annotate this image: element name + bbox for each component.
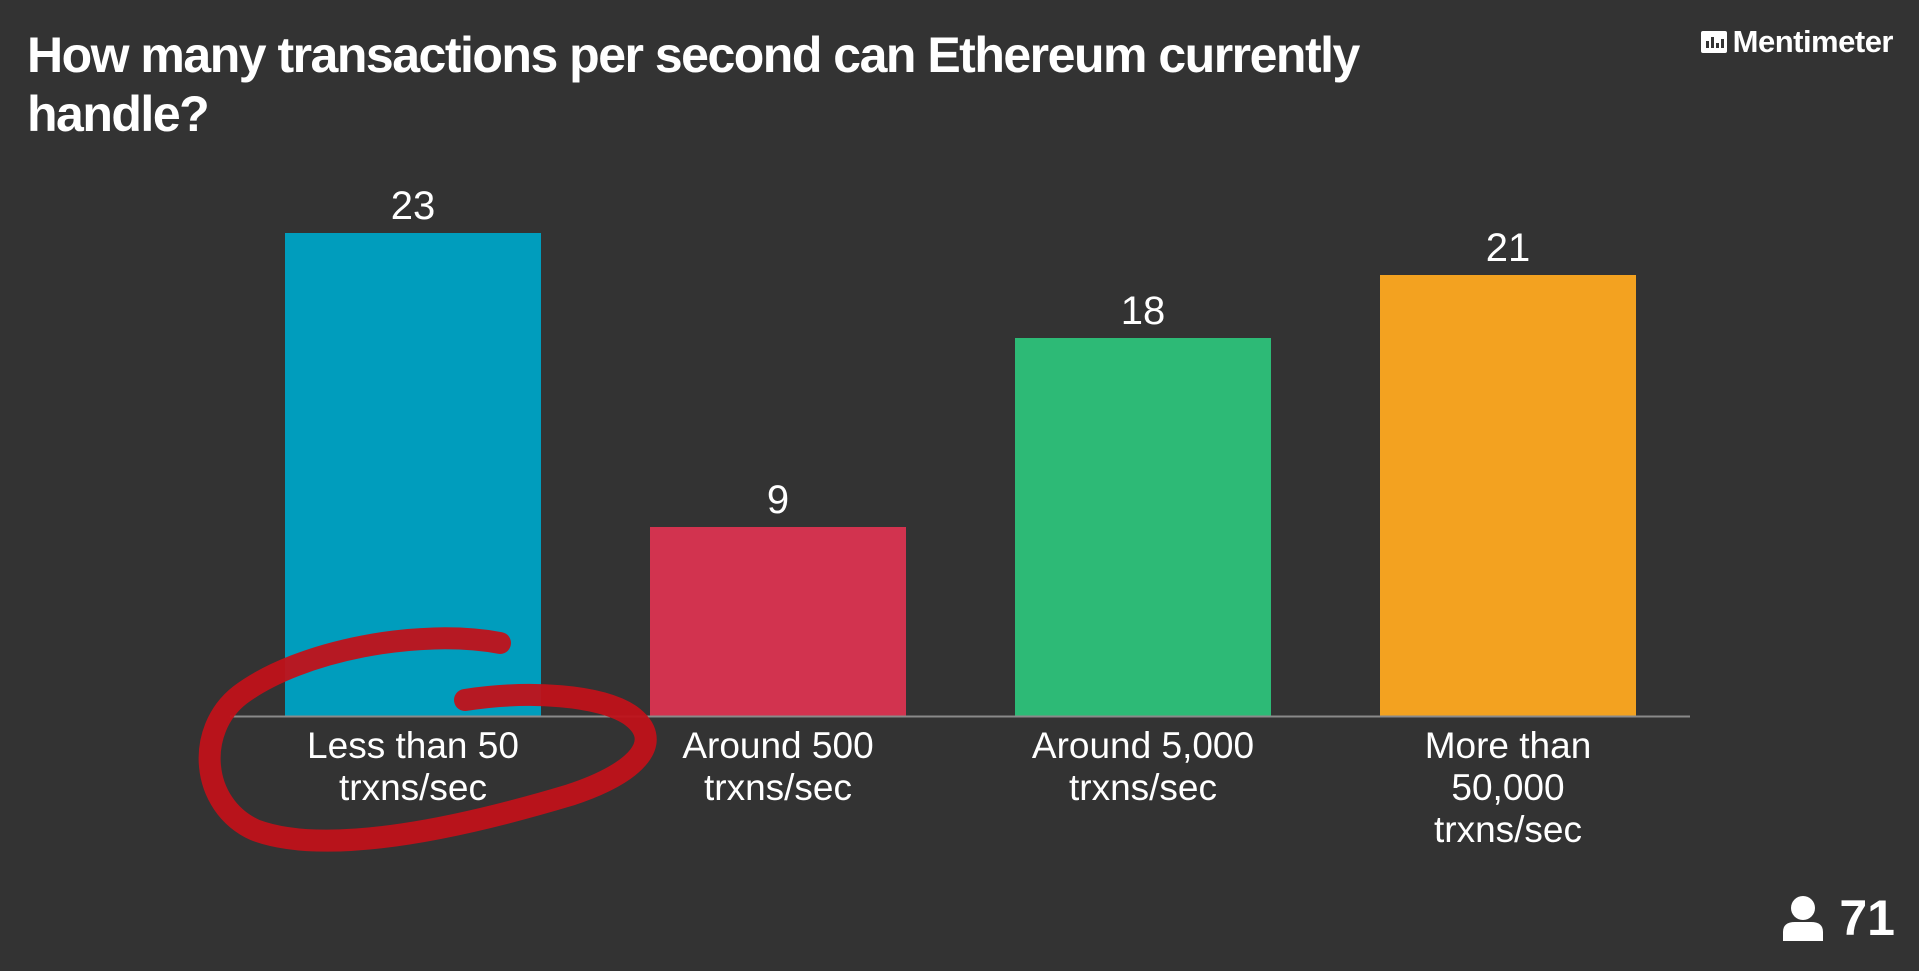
- bar-4: [1380, 275, 1636, 716]
- question-title: How many transactions per second can Eth…: [27, 27, 1360, 142]
- brand-name: Mentimeter: [1732, 24, 1894, 59]
- value-label-1: 23: [391, 184, 436, 228]
- value-label-4: 21: [1486, 226, 1531, 270]
- bar-3: [1015, 338, 1271, 716]
- participant-count: 71: [1781, 889, 1895, 947]
- value-label-3: 18: [1121, 289, 1166, 333]
- bar-chart-icon: [1700, 31, 1727, 53]
- hand-drawn-circle-annotation: [198, 627, 657, 852]
- participant-count-value: 71: [1839, 890, 1895, 946]
- category-label-2: Around 500 trxns/sec: [682, 725, 873, 808]
- category-label-3: Around 5,000 trxns/sec: [1032, 725, 1254, 808]
- value-label-2: 9: [767, 478, 789, 522]
- category-label-4: More than 50,000 trxns/sec: [1425, 725, 1592, 850]
- mentimeter-logo: Mentimeter: [1700, 24, 1894, 60]
- bar-2: [650, 527, 906, 716]
- category-label-1: Less than 50 trxns/sec: [307, 725, 519, 808]
- person-icon: [1783, 896, 1824, 941]
